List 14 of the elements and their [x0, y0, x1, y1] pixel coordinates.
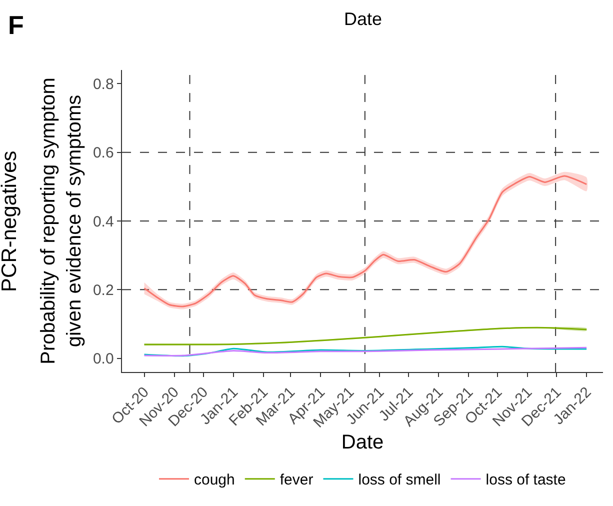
- y-tick-label: 0.8: [92, 76, 114, 93]
- x-axis-title: Date: [341, 432, 384, 454]
- legend-label: cough: [194, 472, 235, 489]
- y-tick-label: 0.4: [92, 213, 114, 230]
- y-tick-label: 0.0: [92, 350, 114, 368]
- legend-label: loss of taste: [486, 472, 566, 489]
- legend-label: loss of smell: [358, 472, 441, 489]
- y-tick-label: 0.6: [92, 144, 114, 162]
- y-tick-label: 0.2: [92, 282, 114, 299]
- legend-label: fever: [280, 472, 314, 489]
- text: F: [8, 10, 24, 40]
- text: PCR-negatives: [0, 150, 21, 292]
- text: Date: [344, 9, 382, 29]
- y-axis-title: Probability of reporting symptom given evidence of symptoms: [38, 78, 86, 364]
